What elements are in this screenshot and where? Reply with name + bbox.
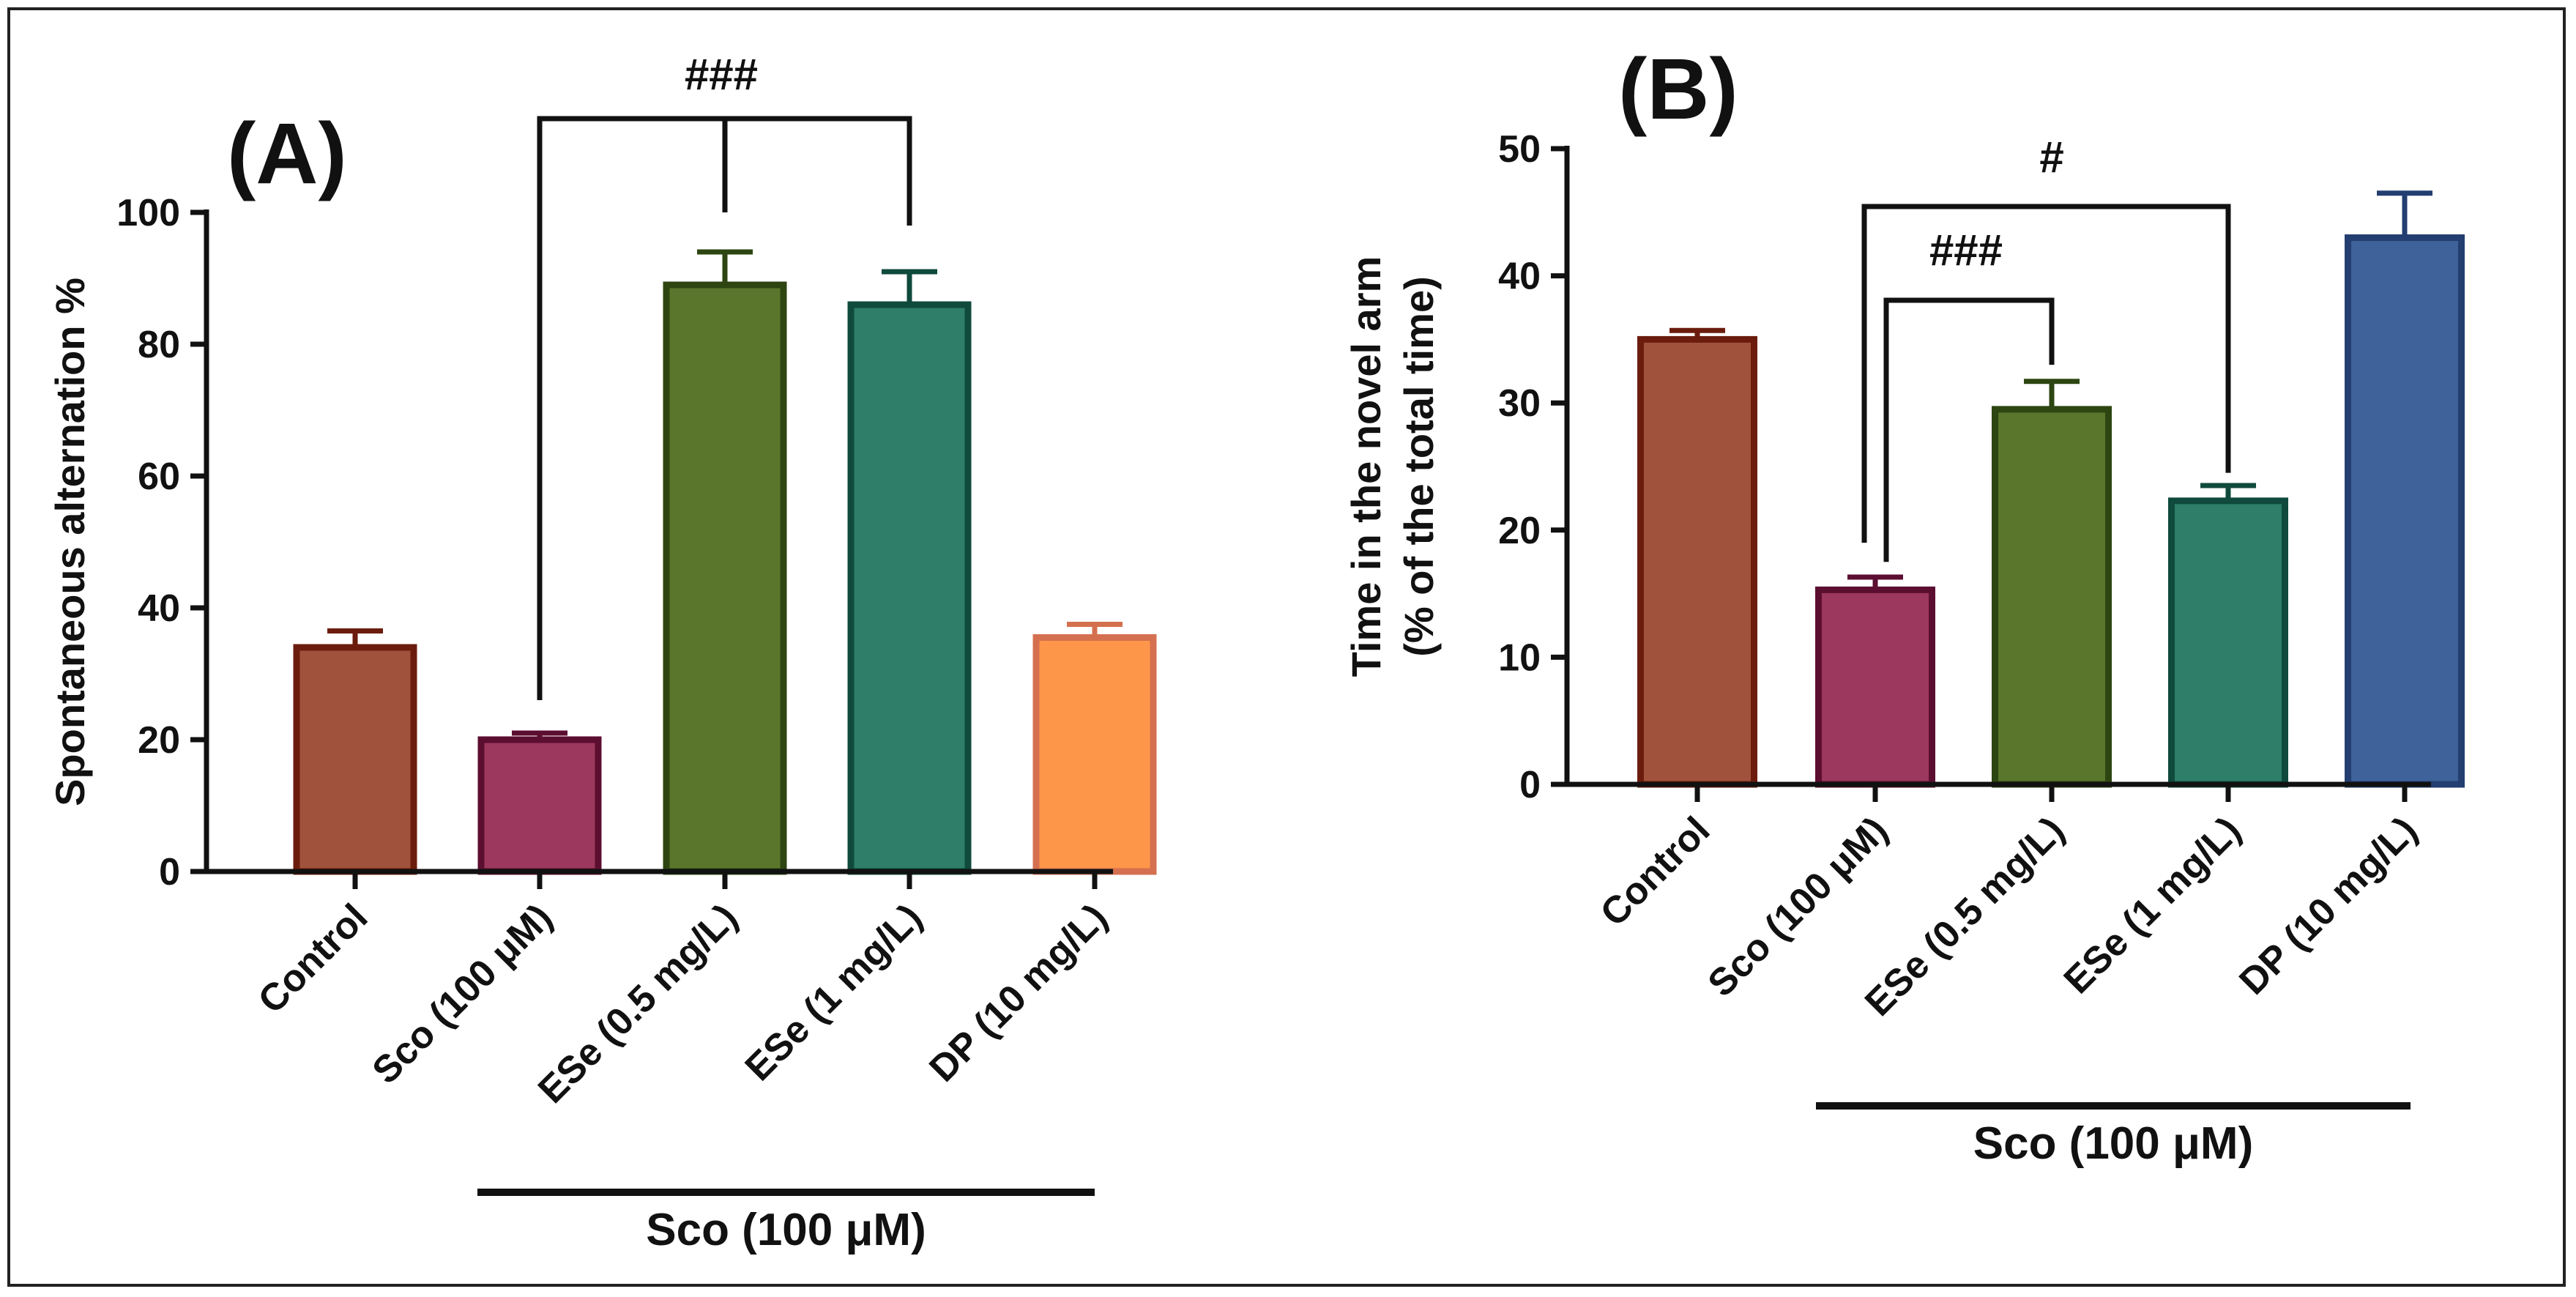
significance-bracket-b: #### bbox=[1861, 133, 2231, 562]
bar-a-3 bbox=[847, 301, 972, 875]
bar-b-1 bbox=[1815, 586, 1935, 788]
bar-b-4 bbox=[2345, 234, 2465, 788]
group-label-a: Sco (100 μM) bbox=[646, 1205, 926, 1255]
x-tick-label-a-0: Control bbox=[250, 896, 376, 1022]
bar-a-4 bbox=[1032, 634, 1157, 875]
y-tick-label-a-2: 40 bbox=[138, 587, 180, 630]
y-tick-label-a-0: 0 bbox=[159, 851, 180, 893]
significance-bracket-a: ### bbox=[537, 50, 912, 700]
x-tick-label-a-3: ESe (1 mg/L) bbox=[737, 896, 931, 1089]
x-tick-label-b-3: ESe (1 mg/L) bbox=[2056, 809, 2249, 1002]
panel-label-a: (A) bbox=[227, 105, 347, 202]
significance-label-b-0: ### bbox=[1929, 226, 2003, 275]
y-tick-label-a-1: 20 bbox=[138, 719, 180, 762]
y-tick-label-a-5: 100 bbox=[116, 192, 180, 234]
y-axis-title-a: Spontaneous alternation % bbox=[47, 278, 93, 806]
bar-b-2 bbox=[1992, 406, 2112, 788]
x-tick-label-a-4: DP (10 mg/L) bbox=[921, 896, 1115, 1090]
significance-label-b-1: # bbox=[2039, 133, 2063, 182]
bar-a-0 bbox=[293, 644, 417, 875]
bar-a-2 bbox=[663, 281, 787, 875]
y-axis-title-b-line1: (% of the total time) bbox=[1396, 276, 1442, 657]
y-tick-label-b-1: 10 bbox=[1498, 636, 1541, 679]
x-tick-label-b-4: DP (10 mg/L) bbox=[2231, 809, 2425, 1003]
y-axis-title-b-line0: Time in the novel arm bbox=[1343, 256, 1389, 677]
x-tick-label-b-0: Control bbox=[1593, 809, 1719, 934]
bar-a-1 bbox=[477, 736, 602, 875]
bar-b-3 bbox=[2168, 497, 2288, 788]
x-tick-label-a-2: ESe (0.5 mg/L) bbox=[530, 896, 745, 1111]
y-tick-label-b-3: 30 bbox=[1498, 382, 1541, 425]
x-tick-label-b-1: Sco (100 μM) bbox=[1700, 809, 1896, 1005]
group-label-b: Sco (100 μM) bbox=[1973, 1118, 2253, 1169]
y-tick-label-b-5: 50 bbox=[1498, 128, 1541, 171]
y-tick-label-a-4: 80 bbox=[138, 324, 180, 366]
x-tick-label-a-1: Sco (100 μM) bbox=[365, 896, 561, 1092]
y-tick-label-b-0: 0 bbox=[1519, 764, 1541, 806]
significance-label-a-0: ### bbox=[685, 50, 758, 99]
bracket-line-b-1 bbox=[1861, 204, 2231, 543]
bar-b-0 bbox=[1637, 335, 1757, 788]
figure-frame bbox=[7, 7, 2566, 1287]
y-tick-label-a-3: 60 bbox=[138, 456, 180, 498]
panel-label-b: (B) bbox=[1618, 41, 1738, 138]
bracket-line-b-0 bbox=[1883, 297, 2055, 562]
y-tick-label-b-4: 40 bbox=[1498, 256, 1541, 298]
y-tick-label-b-2: 20 bbox=[1498, 510, 1541, 552]
